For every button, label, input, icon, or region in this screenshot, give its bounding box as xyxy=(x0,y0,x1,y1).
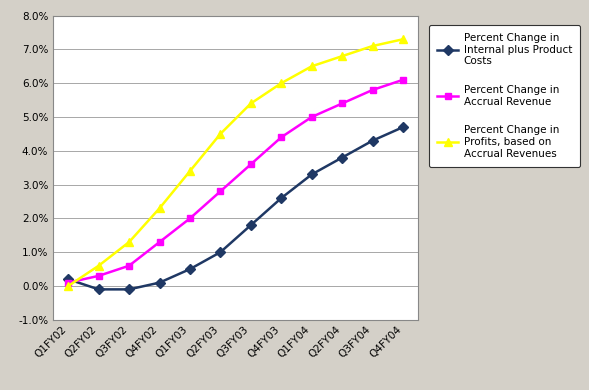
Legend: Percent Change in
Internal plus Product
Costs, Percent Change in
Accrual Revenue: Percent Change in Internal plus Product … xyxy=(429,25,580,167)
Percent Change in
Internal plus Product
Costs xyxy=(247,223,254,227)
Percent Change in
Internal plus Product
Costs xyxy=(399,125,406,129)
Percent Change in
Internal plus Product
Costs xyxy=(125,287,133,292)
Percent Change in
Accrual Revenue xyxy=(217,189,224,194)
Percent Change in
Internal plus Product
Costs xyxy=(369,138,376,143)
Percent Change in
Internal plus Product
Costs xyxy=(186,267,193,271)
Percent Change in
Profits, based on
Accrual Revenues xyxy=(186,169,193,174)
Percent Change in
Internal plus Product
Costs xyxy=(277,196,284,200)
Percent Change in
Internal plus Product
Costs xyxy=(339,155,346,160)
Percent Change in
Accrual Revenue xyxy=(369,88,376,92)
Percent Change in
Accrual Revenue xyxy=(277,135,284,140)
Percent Change in
Internal plus Product
Costs xyxy=(65,277,72,282)
Percent Change in
Profits, based on
Accrual Revenues xyxy=(339,54,346,58)
Percent Change in
Accrual Revenue xyxy=(186,216,193,221)
Percent Change in
Internal plus Product
Costs xyxy=(95,287,102,292)
Percent Change in
Accrual Revenue xyxy=(339,101,346,106)
Percent Change in
Profits, based on
Accrual Revenues xyxy=(65,284,72,288)
Percent Change in
Accrual Revenue xyxy=(156,240,163,245)
Percent Change in
Accrual Revenue xyxy=(95,273,102,278)
Percent Change in
Profits, based on
Accrual Revenues xyxy=(217,131,224,136)
Percent Change in
Profits, based on
Accrual Revenues xyxy=(308,64,315,69)
Percent Change in
Profits, based on
Accrual Revenues xyxy=(125,240,133,245)
Line: Percent Change in
Internal plus Product
Costs: Percent Change in Internal plus Product … xyxy=(65,124,406,293)
Percent Change in
Accrual Revenue xyxy=(308,115,315,119)
Percent Change in
Profits, based on
Accrual Revenues xyxy=(156,206,163,211)
Percent Change in
Accrual Revenue xyxy=(247,162,254,167)
Line: Percent Change in
Accrual Revenue: Percent Change in Accrual Revenue xyxy=(65,76,406,286)
Percent Change in
Accrual Revenue xyxy=(125,263,133,268)
Line: Percent Change in
Profits, based on
Accrual Revenues: Percent Change in Profits, based on Accr… xyxy=(64,35,407,290)
Percent Change in
Accrual Revenue xyxy=(399,78,406,82)
Percent Change in
Profits, based on
Accrual Revenues xyxy=(399,37,406,42)
Percent Change in
Accrual Revenue xyxy=(65,280,72,285)
Percent Change in
Profits, based on
Accrual Revenues xyxy=(277,81,284,85)
Percent Change in
Profits, based on
Accrual Revenues xyxy=(247,101,254,106)
Percent Change in
Profits, based on
Accrual Revenues xyxy=(95,263,102,268)
Percent Change in
Internal plus Product
Costs xyxy=(308,172,315,177)
Percent Change in
Internal plus Product
Costs xyxy=(156,280,163,285)
Percent Change in
Internal plus Product
Costs xyxy=(217,250,224,255)
Percent Change in
Profits, based on
Accrual Revenues xyxy=(369,44,376,48)
